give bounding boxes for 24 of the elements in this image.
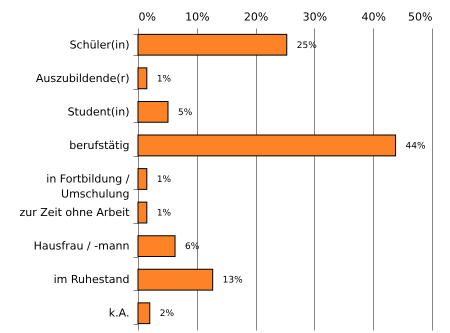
data-label: 1% <box>156 175 172 185</box>
x-tick-label: 0% <box>138 10 156 24</box>
y-tick-label: Schüler(in) <box>70 38 130 52</box>
y-tick-label: Hausfrau / -mann <box>34 240 130 253</box>
data-label: 1% <box>156 208 172 219</box>
data-label: 5% <box>178 108 193 118</box>
y-tick-label: berufstätig <box>69 138 130 152</box>
y-tick-label: im Ruhestand <box>54 273 130 286</box>
x-tick-label: 40% <box>361 10 386 24</box>
x-tick-label: 20% <box>244 10 268 24</box>
y-tick-label: in Fortbildung / Umschulung <box>46 172 130 200</box>
data-label: 44% <box>406 141 426 152</box>
y-tick-label: zur Zeit ohne Arbeit <box>19 206 130 220</box>
data-label: 25% <box>296 40 318 51</box>
data-label: 1% <box>156 74 172 84</box>
y-tick-label: Student(in) <box>68 105 130 118</box>
data-label: 2% <box>160 309 174 320</box>
y-tick-label: k.A. <box>108 306 130 320</box>
y-tick-label: Auszubildende(r) <box>36 72 130 85</box>
x-tick-label: 50% <box>408 10 432 24</box>
data-label: 6% <box>185 242 200 252</box>
data-label: 13% <box>222 276 244 286</box>
x-tick-label: 30% <box>302 10 328 24</box>
x-tick-label: 10% <box>185 10 210 24</box>
